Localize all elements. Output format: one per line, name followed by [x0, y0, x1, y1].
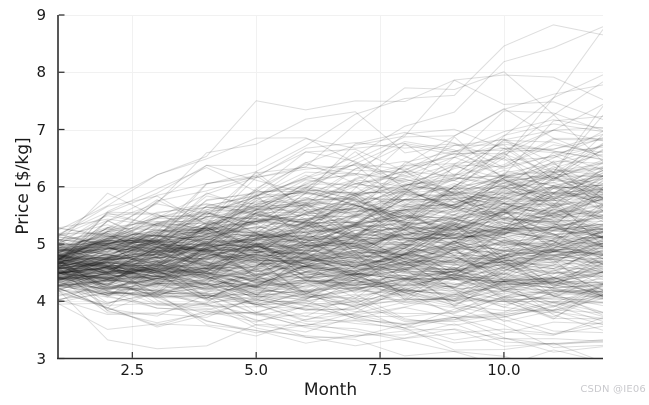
x-tick-label-2-5: 2.5	[120, 361, 145, 379]
y-tick-label-6: 6	[36, 177, 46, 196]
y-tick-label-3: 3	[36, 349, 46, 368]
y-tick-label-8: 8	[36, 63, 46, 82]
x-tick-label-7-5: 7.5	[368, 361, 392, 379]
watermark: CSDN @IE06	[580, 384, 646, 395]
y-tick-label-4: 4	[36, 292, 46, 311]
x-axis-label: Month	[303, 380, 358, 400]
y-tick-label-9: 9	[36, 6, 46, 24]
x-tick-label-10-0: 10.0	[487, 361, 521, 379]
y-tick-label-5: 5	[36, 235, 46, 253]
x-tick-label-5-0: 5.0	[244, 361, 269, 379]
y-tick-label-7: 7	[36, 120, 46, 139]
